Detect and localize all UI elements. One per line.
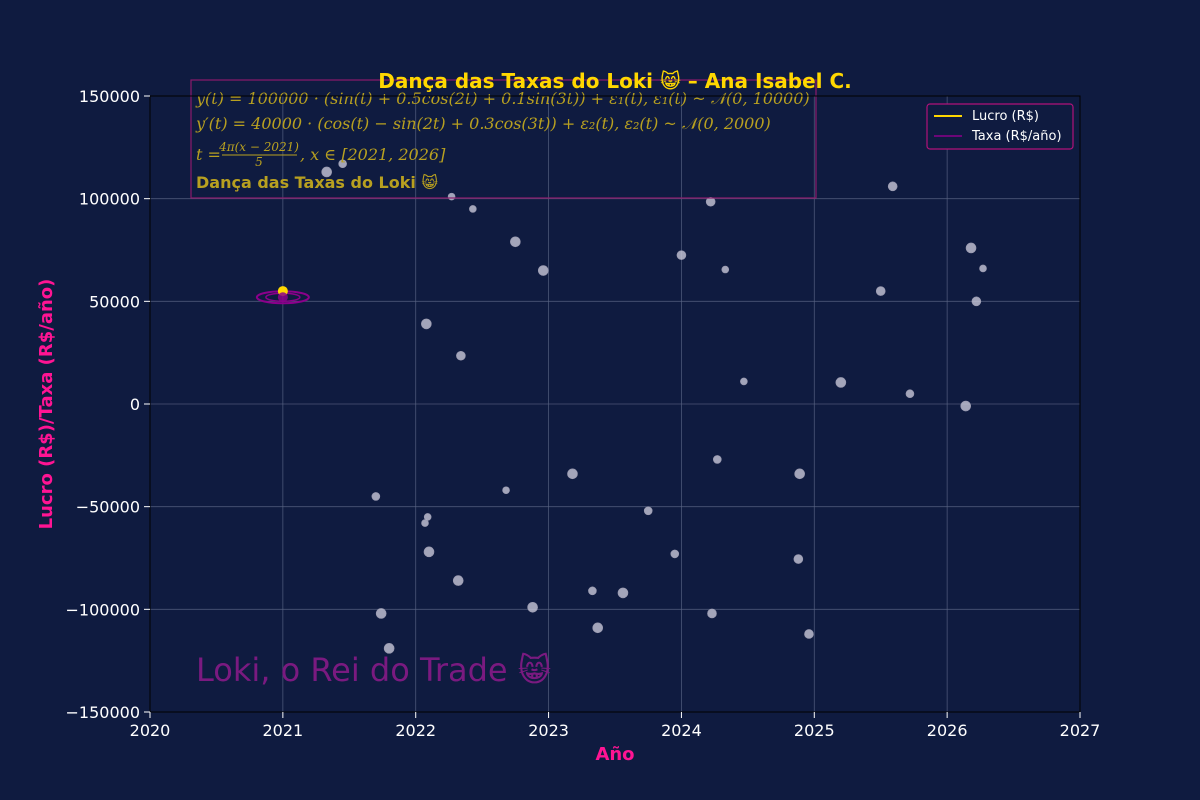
legend-box (926, 103, 1074, 150)
x-tick-label: 2026 (927, 721, 968, 740)
scatter-point (592, 622, 604, 634)
scatter-point (643, 506, 653, 516)
x-tick-label: 2027 (1060, 721, 1101, 740)
scatter-point (721, 265, 730, 274)
x-tick-label: 2021 (262, 721, 303, 740)
legend-label-taxa: Taxa (R$/año) (971, 129, 1062, 144)
y-axis-title: Lucro (R$)/Taxa (R$/año) (36, 279, 57, 530)
scatter-point (421, 318, 432, 330)
scatter-point (383, 643, 395, 654)
scatter-point (537, 265, 549, 276)
scatter-point (456, 350, 466, 361)
legend-label-lucro: Lucro (R$) (972, 109, 1039, 124)
taxa-point (277, 292, 288, 303)
scatter-point (676, 250, 687, 260)
scatter-point (707, 608, 717, 619)
scatter-point (510, 236, 521, 248)
scatter-point (452, 575, 464, 586)
scatter-point (705, 196, 716, 207)
scatter-point (423, 546, 435, 558)
scatter-point (887, 181, 898, 192)
x-tick-label: 2020 (130, 721, 171, 740)
x-tick-label: 2022 (395, 721, 436, 740)
scatter-point (447, 192, 456, 201)
scatter-point (740, 377, 748, 386)
scatter-point (375, 608, 387, 619)
legend: Lucro (R$) Taxa (R$/año) (926, 103, 1074, 150)
scatter-point (979, 264, 987, 273)
scatter-point (567, 468, 578, 480)
scatter-point (875, 286, 886, 296)
annotation-t-numerator: 4π(x − 2021) (218, 140, 299, 154)
lucro-taxa-marker (255, 286, 310, 305)
scatter-point (469, 205, 477, 213)
y-tick-label: −100000 (66, 600, 140, 619)
annotation-formula-y: y(t) = 100000 · (sin(t) + 0.5cos(2t) + 0… (195, 89, 810, 108)
y-tick-label: 0 (130, 395, 140, 414)
y-tick-label: 50000 (89, 292, 140, 311)
x-tick-label: 2023 (528, 721, 569, 740)
scatter-point (905, 389, 915, 399)
annotation-x-range: , x ∈ [2021, 2026] (300, 145, 446, 164)
scatter-point (804, 629, 814, 639)
scatter-point (338, 159, 347, 169)
scatter-point (793, 554, 804, 564)
y-tick-label: −50000 (76, 498, 140, 517)
y-tick-label: 150000 (79, 87, 140, 106)
chart-title: Dança das Taxas do Loki 😸 – Ana Isabel C… (378, 69, 852, 93)
x-axis-title: Año (595, 744, 634, 765)
annotation-box (190, 79, 817, 199)
scatter-point (835, 377, 847, 388)
annotation-t-denominator: 5 (255, 155, 263, 169)
scatter-point (794, 468, 805, 480)
scatter-point (965, 242, 977, 254)
scatter-point (617, 587, 629, 599)
x-tick-label: 2025 (794, 721, 835, 740)
scatter-point (371, 492, 381, 501)
scatter-point (423, 513, 432, 521)
scatter-point (527, 601, 538, 613)
scatter-point (971, 296, 982, 307)
scatter-series (321, 159, 987, 654)
annotation-formula-dy: y′(t) = 40000 · (cos(t) − sin(2t) + 0.3c… (195, 114, 771, 133)
y-tick-label: −150000 (66, 703, 140, 722)
scatter-point (670, 549, 680, 559)
watermark-text: Loki, o Rei do Trade 😸 (196, 651, 551, 689)
scatter-point (712, 455, 722, 464)
scatter-point (502, 486, 510, 495)
y-tick-label: 100000 (79, 190, 140, 209)
y-axis-ticks: −150000 −100000 −50000 0 50000 100000 150000 (66, 87, 150, 722)
scatter-point (588, 586, 597, 596)
annotation-caption: Dança das Taxas do Loki 😸 (196, 173, 438, 192)
scatter-point (960, 400, 972, 412)
x-axis-ticks: 2020 2021 2022 2023 2024 2025 2026 2027 (130, 712, 1101, 740)
scatter-point (321, 166, 333, 178)
annotation-t-prefix: t = (196, 145, 221, 164)
x-tick-label: 2024 (661, 721, 702, 740)
